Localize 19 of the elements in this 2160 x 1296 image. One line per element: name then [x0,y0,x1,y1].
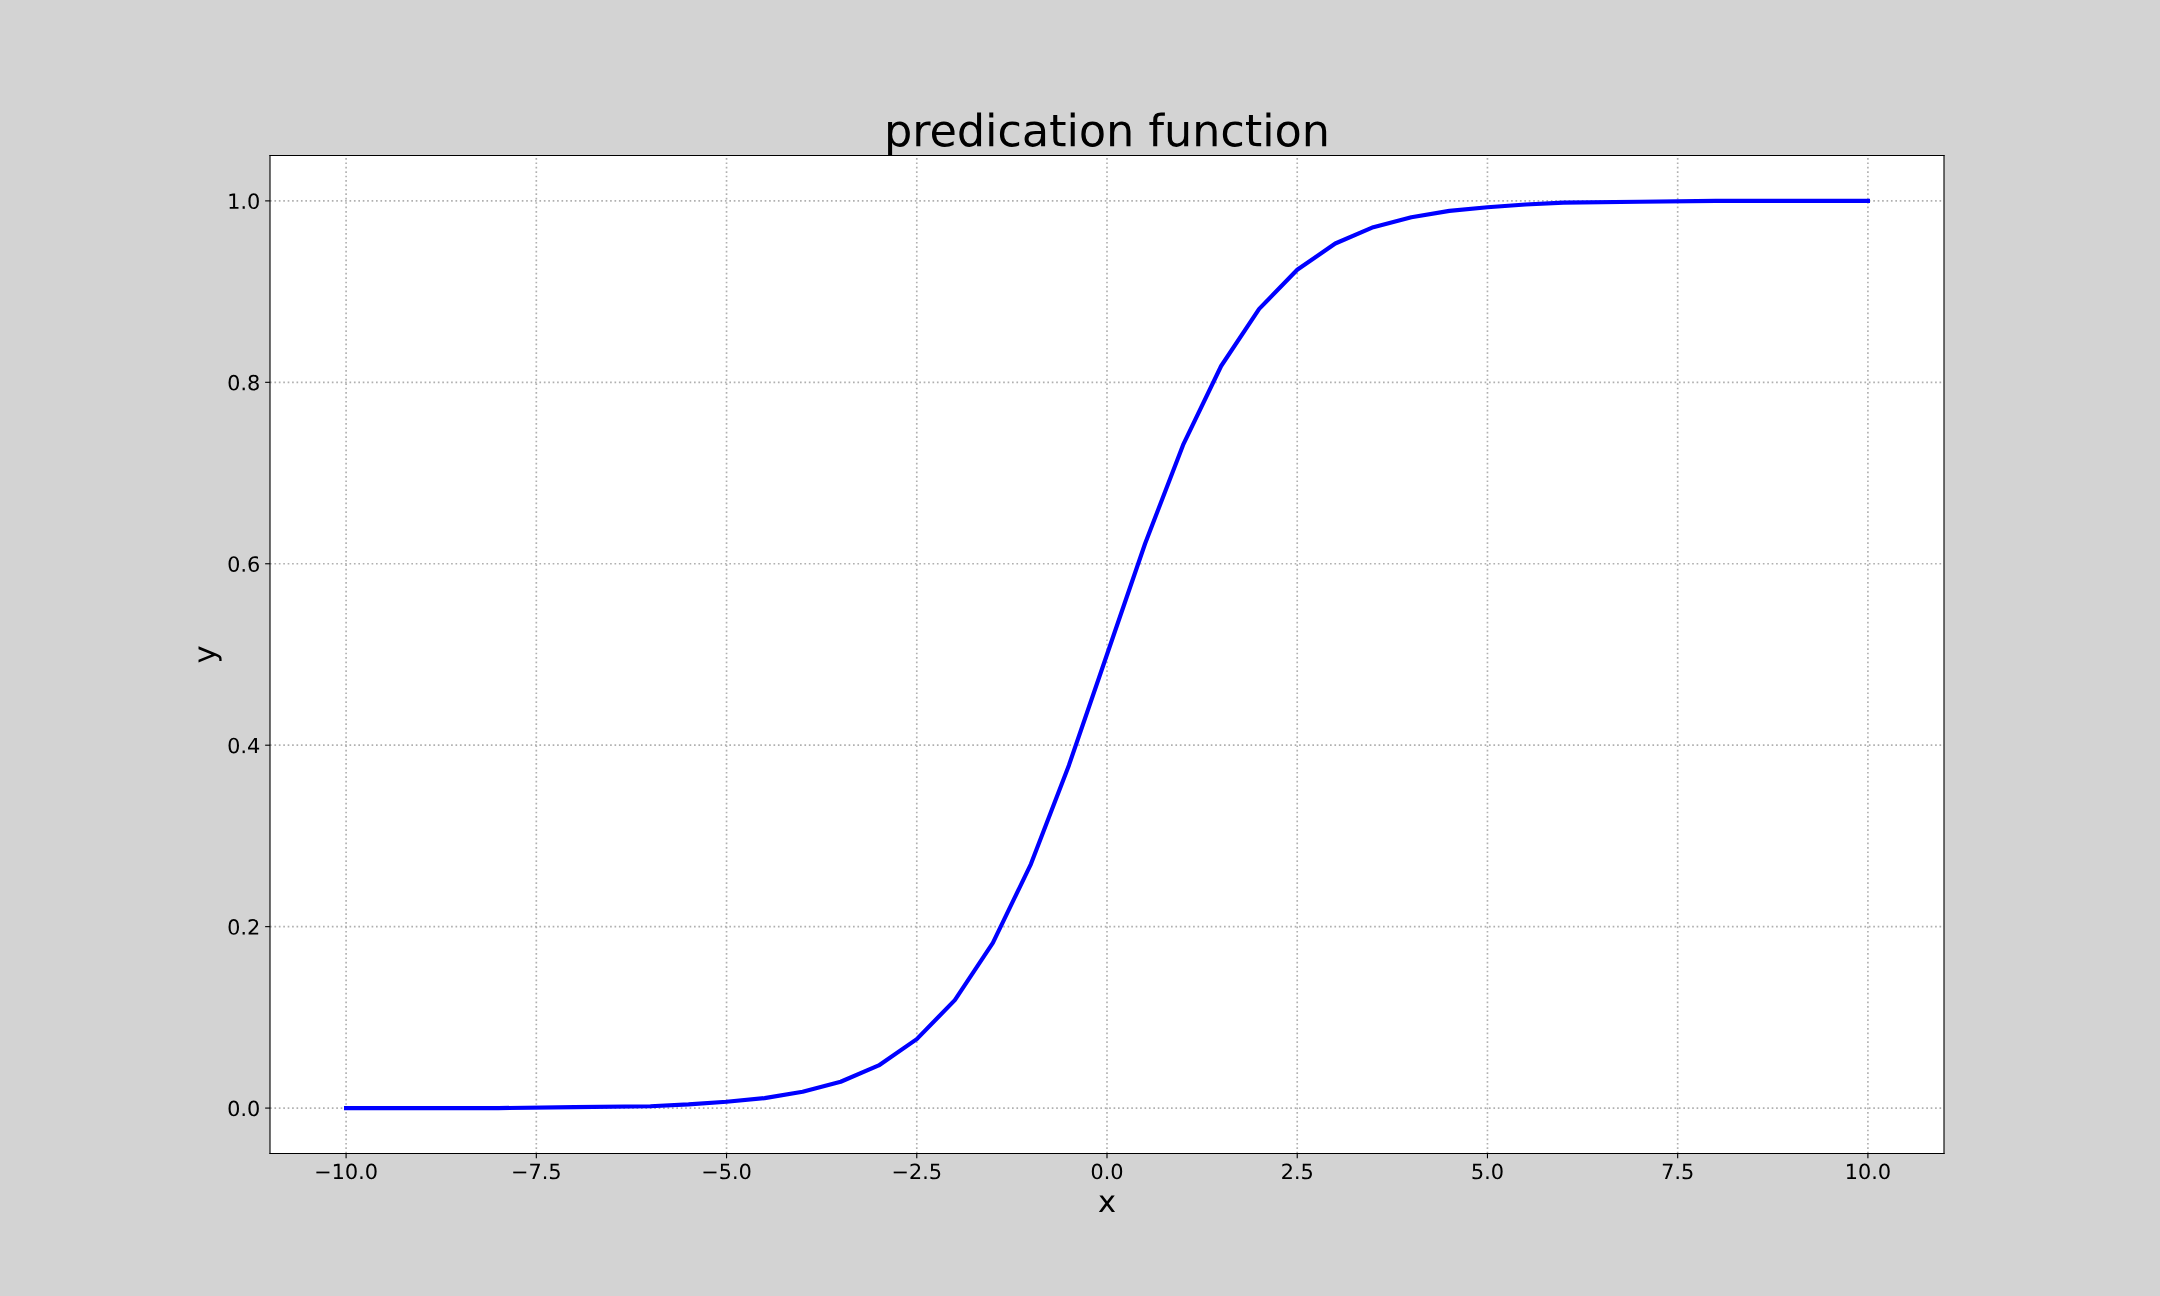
x-axis-title: x [1098,1195,1116,1213]
x-tick-label: 0.0 [1091,1163,1123,1180]
y-tick-label: 0.0 [228,1100,259,1117]
chart-title: predication function [888,112,1327,156]
x-tick-label: −2.5 [893,1163,941,1180]
y-tick-label: 1.0 [229,193,259,210]
y-tick-label: 0.2 [228,919,259,935]
x-tick-label: −10.0 [316,1163,377,1180]
line-series [344,198,1870,1111]
x-tick-label: −5.0 [703,1163,751,1180]
y-axis-title: y [198,646,222,663]
x-tick-label: 7.5 [1662,1163,1693,1180]
y-tick-label: 0.8 [228,374,259,391]
x-tick-label: 5.0 [1472,1163,1503,1180]
x-tick-label: 2.5 [1282,1163,1312,1180]
x-tick-label: −7.5 [513,1163,560,1180]
y-tick-label: 0.6 [228,556,259,572]
x-tick-label: 10.0 [1847,1163,1890,1180]
y-tick-label: 0.4 [228,737,260,754]
